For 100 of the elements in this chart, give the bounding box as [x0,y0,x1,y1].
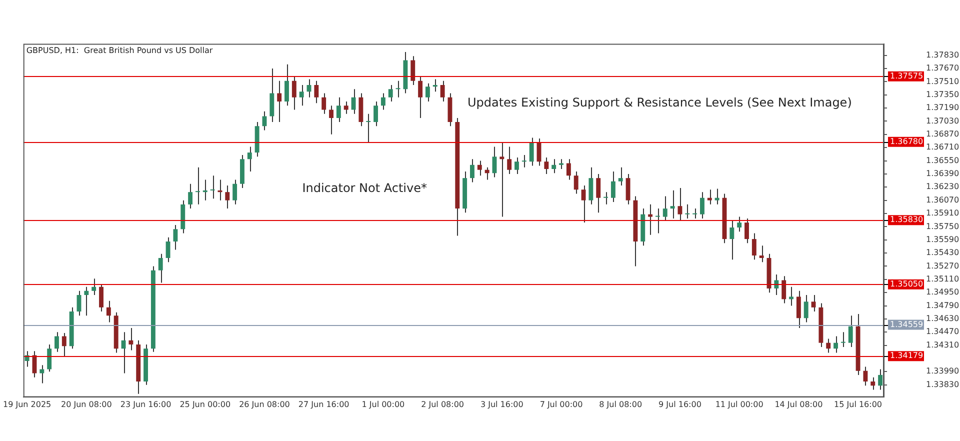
candlestick [366,113,371,144]
candlestick [344,100,348,114]
x-tick-label: 14 Jul 08:00 [774,400,823,410]
candlestick [507,146,512,174]
ref-line-label: 1.37575 [890,71,924,80]
candlestick [782,276,786,304]
candlestick [388,84,393,102]
candlestick [374,100,378,127]
x-tick-label: 1 Jul 00:00 [362,400,405,410]
annotation: Indicator Not Active* [302,180,428,195]
candlestick [62,332,66,358]
candlestick [410,56,416,86]
candlestick [284,64,289,106]
candlestick [166,236,170,263]
candlestick [425,82,430,102]
candlestick [247,146,252,172]
candlestick [759,245,764,263]
candlestick [440,80,445,102]
y-tick-label: 1.37510 [926,76,960,86]
candlestick [752,232,756,260]
y-tick-label: 1.35270 [926,261,960,270]
y-tick-label: 1.35590 [926,234,960,244]
candlestick [574,170,578,194]
candlestick [796,290,801,329]
candlestick [106,300,111,323]
candlestick [158,253,163,284]
candlestick [714,188,720,205]
candlestick [848,315,853,348]
y-tick-label: 1.36390 [926,169,960,178]
candlestick [559,158,564,170]
candlestick [76,290,82,316]
candlestick [470,158,474,183]
candlestick [477,160,482,176]
y-tick-label: 1.35110 [926,274,960,284]
candlestick [744,218,749,244]
y-tick-label: 1.33990 [926,366,960,376]
candlestick [678,187,682,222]
candlestick [432,78,438,92]
candlestick [314,80,319,104]
x-tick-label: 27 Jun 16:00 [298,400,350,410]
candlestick [552,158,556,174]
candlestick [484,166,490,180]
x-tick-label: 11 Jul 00:00 [715,400,764,410]
candlestick [826,338,831,354]
candlestick [210,175,215,200]
y-tick-label: 1.34790 [926,300,960,310]
candlestick [662,196,668,222]
candlestick [225,184,230,210]
x-tick-label: 26 Jun 08:00 [239,400,290,410]
candlestick [581,184,586,224]
candlestick [596,173,601,214]
x-tick-label: 19 Jun 2025 [3,400,52,410]
candlestick [804,294,808,323]
ref-line-label: 1.34559 [890,320,924,329]
y-tick-label: 1.35750 [926,222,960,231]
candlestick [40,364,44,384]
y-tick-label: 1.37670 [926,64,960,73]
y-tick-label: 1.34630 [926,314,960,324]
x-tick-label: 9 Jul 16:00 [658,400,702,410]
ref-line-label: 1.35050 [890,279,924,288]
candlestick [418,76,423,118]
candlestick [863,366,868,386]
annotation: Updates Existing Support & Resistance Levels (See Next Image) [467,95,852,110]
candlestick [840,332,846,348]
candlestick [202,179,208,201]
ref-line-label: 1.35830 [890,215,924,224]
candlestick [232,179,238,205]
candlestick [380,92,386,110]
x-tick-label: 2 Jul 08:00 [421,400,464,410]
candlestick [655,208,660,234]
y-tick-label: 1.37350 [926,90,960,99]
ref-line-label: 1.34179 [890,351,924,360]
candlestick [737,216,742,232]
candlestick [811,294,816,312]
candlestick [626,173,630,205]
candlestick [277,80,282,123]
candlestick [730,220,734,260]
candlestick [685,204,690,219]
candlestick [566,158,571,180]
x-tick-label: 15 Jul 16:00 [834,400,882,410]
y-tick-label: 1.36710 [926,142,960,152]
x-tick-label: 8 Jul 08:00 [599,400,642,410]
y-tick-label: 1.34470 [926,327,960,336]
candlestick [500,142,504,218]
candlestick [707,189,712,205]
candlestick [195,166,200,205]
candlestick [84,286,89,316]
candlestick [514,156,519,174]
candlestick [322,92,326,114]
candlestick [188,183,193,210]
candlestick [604,192,608,205]
candlestick [870,376,876,390]
candlestick [299,84,304,106]
y-tick-label: 1.36550 [926,156,960,165]
candlestick [834,336,838,354]
x-tick-label: 20 Jun 08:00 [61,400,112,410]
y-tick-label: 1.34310 [926,340,960,350]
candlestick [99,284,104,312]
candlestick [544,156,549,174]
candlestick [648,204,653,236]
